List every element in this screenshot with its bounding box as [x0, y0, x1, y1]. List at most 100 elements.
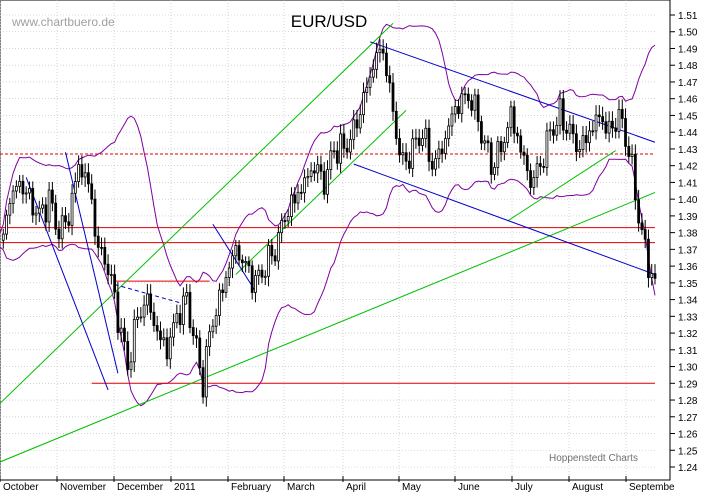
candle-body	[116, 291, 120, 333]
trendline-long-uptrend	[0, 191, 656, 463]
x-tick-label: October	[3, 482, 39, 492]
y-tick-label: 1.28	[678, 396, 698, 407]
y-axis: 1.51 1.50 1.49 1.48 1.47 1.46 1.45 1.44 1.43 1.42…	[669, 0, 698, 480]
candle-body	[145, 293, 149, 306]
candle-body	[123, 327, 126, 342]
candle-body	[218, 289, 221, 316]
candle-body	[493, 167, 496, 175]
y-tick-label: 1.48	[678, 61, 698, 72]
y-tick-label: 1.31	[678, 346, 698, 357]
y-tick-label: 1.50	[678, 28, 698, 39]
y-tick-label: 1.49	[678, 44, 698, 55]
x-tick-label: June	[458, 482, 480, 492]
y-tick-label: 1.34	[678, 296, 698, 307]
candle-body	[24, 192, 28, 195]
candle-body	[126, 341, 130, 370]
candle-body	[555, 124, 559, 136]
candle-body	[214, 315, 218, 327]
candle-body	[617, 109, 621, 132]
candle-body	[650, 273, 654, 278]
candle-body	[525, 154, 529, 172]
candle-body	[362, 92, 365, 116]
candle-body	[519, 135, 523, 153]
candle-body	[430, 161, 434, 170]
y-tick-label: 1.46	[678, 95, 698, 106]
y-tick-label: 1.43	[678, 145, 698, 156]
bollinger-upper	[0, 23, 656, 287]
candle-body	[211, 325, 215, 333]
x-tick-label: Septembe	[629, 482, 675, 492]
candle-body	[11, 190, 15, 204]
candle-body	[542, 166, 546, 168]
candle-body	[466, 93, 470, 102]
candle-body	[421, 138, 424, 146]
x-tick-label: February	[231, 482, 271, 492]
candle-body	[276, 232, 280, 262]
candle-body	[250, 265, 254, 293]
candle-body	[358, 114, 362, 129]
x-tick-label: May	[402, 482, 421, 492]
candle-body	[398, 138, 401, 156]
candle-body	[303, 177, 306, 194]
chart-title: EUR/USD	[291, 12, 368, 31]
x-tick-label: August	[572, 482, 603, 492]
candle-body	[417, 137, 421, 146]
candle-body	[5, 214, 8, 235]
candle-body	[575, 133, 578, 153]
candle-body	[561, 98, 565, 131]
candle-body	[119, 327, 123, 333]
candle-body	[136, 316, 139, 320]
y-tick-label: 1.40	[678, 195, 698, 206]
candle-body	[434, 158, 437, 170]
candle-body	[404, 152, 408, 162]
candle-body	[152, 311, 156, 326]
candle-body	[627, 145, 631, 157]
candle-body	[407, 160, 411, 169]
candle-body	[450, 113, 454, 127]
candle-body	[355, 119, 359, 129]
candle-body	[60, 215, 64, 240]
candle-body	[401, 152, 405, 156]
candle-body	[103, 246, 107, 265]
candle-body	[201, 367, 205, 398]
y-tick-label: 1.32	[678, 329, 698, 340]
candle-body	[240, 259, 244, 264]
candle-body	[630, 153, 634, 157]
candle-body	[532, 177, 536, 188]
candle-body	[175, 313, 179, 324]
candle-body	[620, 109, 624, 119]
band-layer	[0, 23, 656, 407]
candle-body	[132, 319, 136, 363]
candle-body	[195, 335, 198, 339]
candle-body	[185, 292, 189, 297]
candle-body	[139, 316, 143, 319]
candle-body	[489, 142, 493, 175]
candle-body	[394, 110, 398, 139]
candle-body	[545, 130, 549, 168]
candle-body	[47, 189, 51, 223]
y-tick-label: 1.44	[678, 128, 698, 139]
x-tick-label: 2011	[174, 482, 196, 492]
candle-body	[516, 132, 519, 137]
candle-body	[604, 121, 608, 134]
candle-body	[624, 118, 627, 147]
candle-body	[28, 188, 31, 194]
candle-body	[571, 123, 575, 135]
trendline-uptrend-inner	[235, 110, 407, 275]
candle-body	[162, 337, 166, 341]
y-tick-label: 1.30	[678, 363, 698, 374]
candle-body	[588, 130, 591, 144]
candle-body	[80, 164, 84, 178]
candle-body	[41, 204, 44, 209]
chart-frame	[0, 0, 671, 481]
candle-body	[437, 148, 441, 160]
candle-body	[584, 135, 588, 144]
candle-body	[499, 141, 503, 153]
candle-body	[54, 202, 58, 230]
candle-body	[473, 94, 477, 111]
candle-body	[349, 138, 352, 153]
candle-body	[70, 192, 74, 226]
candle-body	[565, 129, 568, 134]
candle-body	[57, 228, 61, 240]
candle-body	[87, 172, 90, 185]
